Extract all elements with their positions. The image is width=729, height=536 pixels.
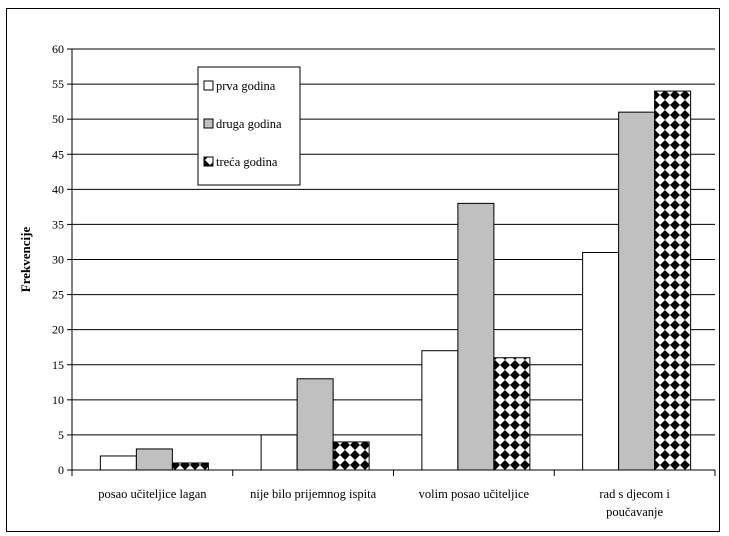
bar-druga-godina-3 <box>618 111 656 471</box>
legend-label: druga godina <box>216 117 282 131</box>
bar-druga-godina-1 <box>296 378 334 471</box>
y-tick-label: 15 <box>52 358 64 372</box>
y-tick-label: 25 <box>52 288 64 302</box>
y-tick-label: 0 <box>58 463 64 477</box>
x-category-label: rad s djecom i <box>599 487 670 501</box>
legend-swatch <box>203 156 214 167</box>
bar-treća-godina-0 <box>171 462 209 471</box>
y-tick-label: 55 <box>52 77 64 91</box>
legend-swatch <box>203 118 214 129</box>
bar-prva-godina-0 <box>99 455 137 471</box>
y-tick-label: 30 <box>52 253 64 267</box>
bar-druga-godina-0 <box>135 448 173 471</box>
bar-druga-godina-2 <box>457 202 495 471</box>
bar-treća-godina-3 <box>654 90 692 471</box>
y-tick-label: 50 <box>52 112 64 126</box>
bar-prva-godina-3 <box>582 251 620 471</box>
y-tick-label: 35 <box>52 217 64 231</box>
x-category-label: poučavanje <box>606 505 663 519</box>
x-category-label: posao učiteljice lagan <box>98 487 207 501</box>
x-category-label: nije bilo prijemnog ispita <box>250 487 376 501</box>
y-tick-label: 60 <box>52 42 64 56</box>
y-tick-label: 5 <box>58 428 64 442</box>
y-tick-label: 40 <box>52 182 64 196</box>
legend-label: treća godina <box>216 155 278 169</box>
legend-box <box>197 66 301 186</box>
y-tick-label: 20 <box>52 323 64 337</box>
y-tick-label: 10 <box>52 393 64 407</box>
legend-label: prva godina <box>216 79 276 93</box>
bar-treća-godina-2 <box>493 357 531 471</box>
y-axis-title: Frekvencije <box>18 227 33 293</box>
bars <box>99 90 692 471</box>
bar-treća-godina-1 <box>332 441 370 471</box>
y-tick-label: 45 <box>52 147 64 161</box>
legend-swatch <box>203 80 214 91</box>
axis-labels: 0 5 10 15 20 25 30 35 40 45 50 55 60 posao učiteljice… <box>18 42 670 519</box>
bar-prva-godina-1 <box>260 434 298 471</box>
x-category-label: volim posao učiteljice <box>419 487 530 501</box>
bar-prva-godina-2 <box>421 350 459 471</box>
legend: prva godina druga godina treća godina <box>197 66 301 186</box>
